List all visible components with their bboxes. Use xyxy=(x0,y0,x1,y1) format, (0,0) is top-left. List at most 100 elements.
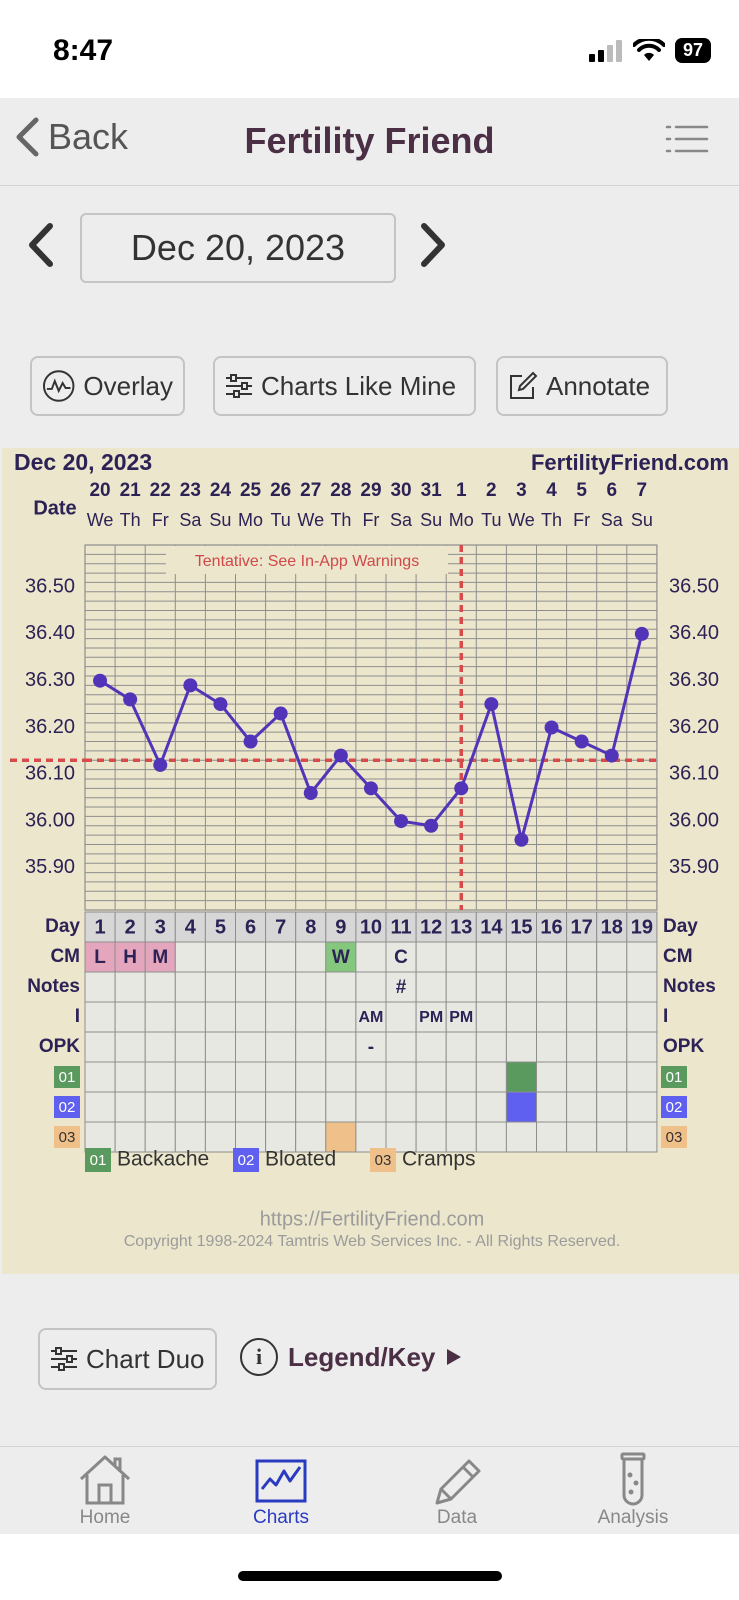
table-cell-opk[interactable] xyxy=(385,1031,417,1063)
table-cell-cm[interactable] xyxy=(596,941,628,973)
table-cell-notes[interactable] xyxy=(475,971,507,1003)
table-cell-i[interactable] xyxy=(235,1001,267,1033)
table-cell-opk[interactable] xyxy=(295,1031,327,1063)
symptom-cell[interactable] xyxy=(385,1061,417,1093)
table-cell-cm[interactable] xyxy=(536,941,568,973)
symptom-cell[interactable] xyxy=(84,1091,116,1123)
table-cell-opk[interactable] xyxy=(475,1031,507,1063)
symptom-cell[interactable] xyxy=(174,1121,206,1153)
table-cell-i[interactable] xyxy=(475,1001,507,1033)
table-cell-opk[interactable] xyxy=(114,1031,146,1063)
symptom-cell[interactable] xyxy=(445,1121,477,1153)
table-cell-notes[interactable] xyxy=(265,971,297,1003)
table-cell-day[interactable] xyxy=(355,911,387,943)
symptom-cell[interactable] xyxy=(536,1091,568,1123)
temperature-point[interactable] xyxy=(394,814,409,829)
symptom-cell[interactable] xyxy=(235,1091,267,1123)
table-cell-i[interactable] xyxy=(325,1001,357,1033)
symptom-cell[interactable] xyxy=(475,1061,507,1093)
table-cell-day[interactable] xyxy=(626,911,658,943)
symptom-cell[interactable] xyxy=(355,1091,387,1123)
table-cell-notes[interactable] xyxy=(355,971,387,1003)
symptom-cell[interactable] xyxy=(596,1091,628,1123)
temperature-point[interactable] xyxy=(454,781,469,796)
table-cell-notes[interactable] xyxy=(325,971,357,1003)
symptom-cell[interactable] xyxy=(596,1121,628,1153)
symptom-cell[interactable] xyxy=(566,1091,598,1123)
table-cell-i[interactable] xyxy=(114,1001,146,1033)
table-cell-day[interactable] xyxy=(144,911,176,943)
table-cell-notes[interactable] xyxy=(174,971,206,1003)
table-cell-opk[interactable] xyxy=(265,1031,297,1063)
temperature-point[interactable] xyxy=(604,748,619,763)
symptom-cell[interactable] xyxy=(84,1121,116,1153)
table-cell-opk[interactable] xyxy=(566,1031,598,1063)
table-cell-cm[interactable] xyxy=(415,941,447,973)
symptom-cell[interactable] xyxy=(204,1091,236,1123)
temperature-point[interactable] xyxy=(363,781,378,796)
temperature-point[interactable] xyxy=(303,786,318,801)
table-cell-i[interactable] xyxy=(295,1001,327,1033)
tab-analysis[interactable]: Analysis xyxy=(563,1451,703,1529)
table-cell-notes[interactable] xyxy=(566,971,598,1003)
symptom-cell[interactable] xyxy=(385,1091,417,1123)
table-cell-day[interactable] xyxy=(475,911,507,943)
table-cell-opk[interactable] xyxy=(445,1031,477,1063)
table-cell-cm[interactable] xyxy=(204,941,236,973)
table-cell-cm[interactable] xyxy=(355,941,387,973)
table-cell-day[interactable] xyxy=(445,911,477,943)
temperature-point[interactable] xyxy=(183,678,198,693)
table-cell-i[interactable] xyxy=(265,1001,297,1033)
symptom-cell[interactable] xyxy=(626,1121,658,1153)
table-cell-cm[interactable] xyxy=(174,941,206,973)
symptom-cell[interactable] xyxy=(566,1121,598,1153)
charts-like-mine-button[interactable]: Charts Like Mine xyxy=(213,356,476,416)
overlay-button[interactable]: Overlay xyxy=(30,356,185,416)
symptom-cell[interactable] xyxy=(445,1061,477,1093)
symptom-cell[interactable] xyxy=(505,1121,537,1153)
temperature-point[interactable] xyxy=(574,734,589,749)
table-cell-notes[interactable] xyxy=(204,971,236,1003)
table-cell-day[interactable] xyxy=(325,911,357,943)
temperature-point[interactable] xyxy=(213,697,228,712)
temperature-point[interactable] xyxy=(544,720,559,735)
table-cell-i[interactable] xyxy=(596,1001,628,1033)
legend-key-link[interactable]: i Legend/Key xyxy=(240,1338,463,1376)
chart-duo-button[interactable]: Chart Duo xyxy=(38,1328,217,1390)
symptom-cell[interactable] xyxy=(204,1061,236,1093)
symptom-cell[interactable] xyxy=(505,1061,537,1093)
table-cell-cm[interactable] xyxy=(475,941,507,973)
table-cell-cm[interactable] xyxy=(385,941,417,973)
table-cell-day[interactable] xyxy=(596,911,628,943)
temperature-point[interactable] xyxy=(153,757,168,772)
symptom-cell[interactable] xyxy=(265,1061,297,1093)
symptom-cell[interactable] xyxy=(295,1121,327,1153)
table-cell-i[interactable] xyxy=(536,1001,568,1033)
temperature-point[interactable] xyxy=(93,673,108,688)
symptom-cell[interactable] xyxy=(475,1091,507,1123)
table-cell-opk[interactable] xyxy=(626,1031,658,1063)
table-cell-notes[interactable] xyxy=(295,971,327,1003)
table-cell-notes[interactable] xyxy=(144,971,176,1003)
table-cell-i[interactable] xyxy=(626,1001,658,1033)
temperature-point[interactable] xyxy=(484,697,499,712)
table-cell-i[interactable] xyxy=(144,1001,176,1033)
table-cell-notes[interactable] xyxy=(505,971,537,1003)
symptom-cell[interactable] xyxy=(325,1091,357,1123)
symptom-cell[interactable] xyxy=(295,1091,327,1123)
symptom-cell[interactable] xyxy=(265,1091,297,1123)
table-cell-opk[interactable] xyxy=(84,1031,116,1063)
symptom-cell[interactable] xyxy=(355,1061,387,1093)
table-cell-notes[interactable] xyxy=(445,971,477,1003)
table-cell-opk[interactable] xyxy=(355,1031,387,1063)
symptom-cell[interactable] xyxy=(84,1061,116,1093)
table-cell-cm[interactable] xyxy=(295,941,327,973)
next-date-chevron-icon[interactable] xyxy=(416,222,450,268)
table-cell-cm[interactable] xyxy=(235,941,267,973)
table-cell-notes[interactable] xyxy=(114,971,146,1003)
table-cell-i[interactable] xyxy=(385,1001,417,1033)
table-cell-cm[interactable] xyxy=(626,941,658,973)
previous-date-chevron-icon[interactable] xyxy=(24,222,58,268)
table-cell-opk[interactable] xyxy=(204,1031,236,1063)
back-button[interactable]: Back xyxy=(14,116,128,158)
